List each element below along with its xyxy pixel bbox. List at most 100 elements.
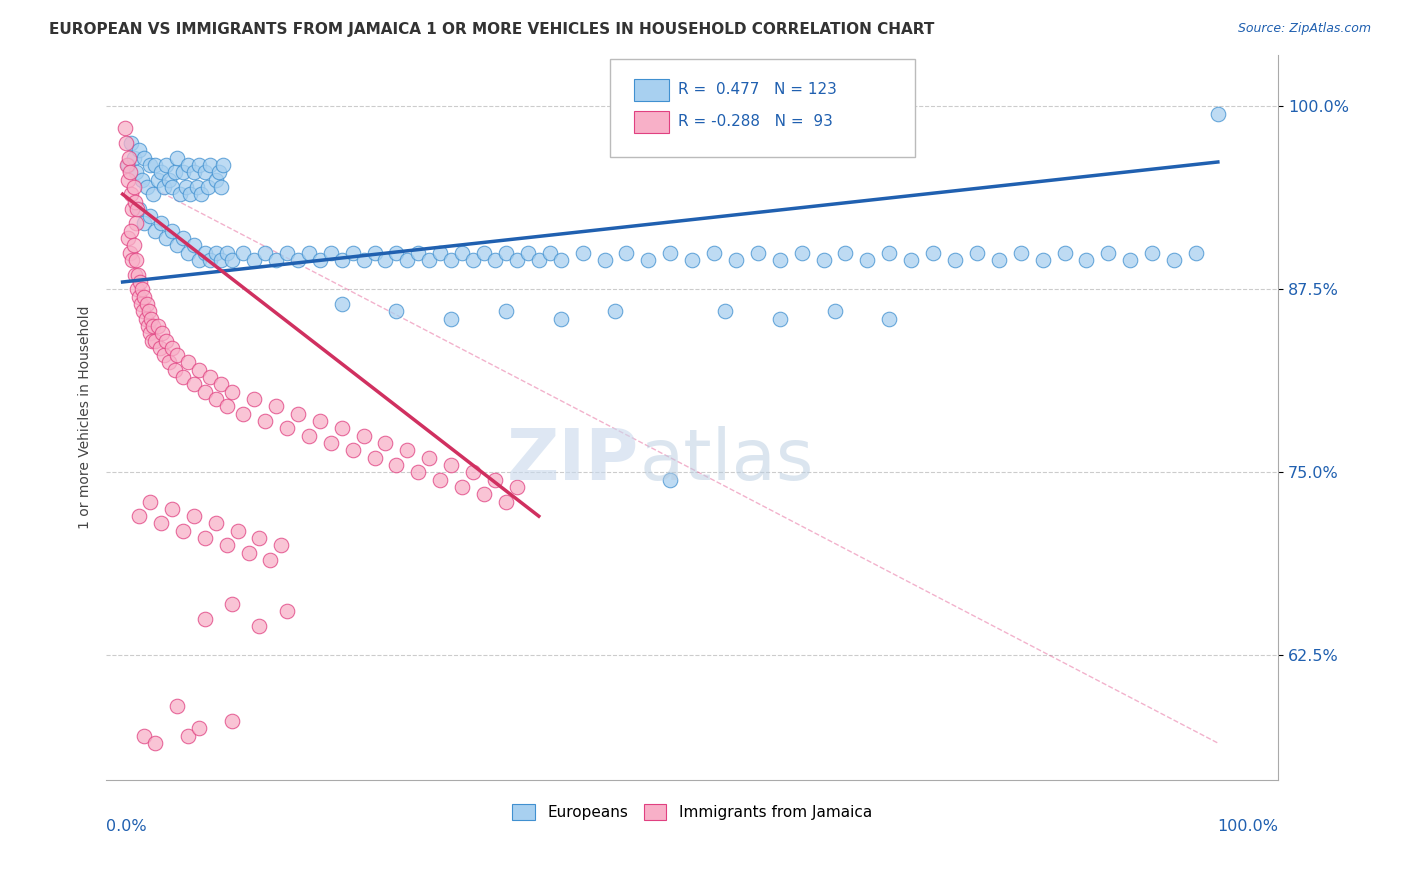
Point — [125, 202, 148, 216]
Point — [461, 465, 484, 479]
Point — [298, 428, 321, 442]
Point — [142, 187, 165, 202]
Point — [160, 501, 183, 516]
Point — [714, 304, 737, 318]
Point — [550, 311, 572, 326]
Point — [194, 612, 217, 626]
Point — [451, 480, 474, 494]
Point — [141, 334, 163, 348]
Bar — [634, 79, 669, 101]
Point — [166, 151, 188, 165]
Point — [157, 172, 180, 186]
Point — [150, 326, 173, 341]
Point — [385, 245, 408, 260]
Point — [769, 311, 792, 326]
Point — [769, 253, 792, 268]
Point — [221, 714, 243, 728]
Point — [129, 297, 152, 311]
Point — [249, 619, 271, 633]
Point — [120, 136, 142, 150]
Point — [125, 165, 148, 179]
Point — [212, 158, 235, 172]
Point — [276, 604, 298, 618]
Point — [408, 245, 430, 260]
Point — [215, 400, 238, 414]
Point — [153, 179, 176, 194]
Point — [1163, 253, 1185, 268]
Point — [121, 253, 143, 268]
Point — [188, 363, 211, 377]
Point — [900, 253, 922, 268]
Point — [165, 165, 187, 179]
Point — [145, 158, 167, 172]
Point — [166, 348, 188, 362]
Point — [155, 231, 177, 245]
Point — [125, 217, 148, 231]
Point — [232, 407, 254, 421]
Point — [194, 165, 217, 179]
Point — [129, 275, 152, 289]
Point — [138, 304, 160, 318]
Point — [117, 158, 139, 172]
Point — [204, 172, 226, 186]
Point — [139, 326, 162, 341]
Point — [238, 546, 260, 560]
Point — [287, 253, 309, 268]
Point — [122, 151, 145, 165]
Point — [270, 538, 292, 552]
Point — [276, 245, 298, 260]
Text: Source: ZipAtlas.com: Source: ZipAtlas.com — [1237, 22, 1371, 36]
Point — [221, 384, 243, 399]
Point — [120, 245, 142, 260]
Point — [703, 245, 725, 260]
Point — [117, 172, 139, 186]
Point — [440, 253, 463, 268]
Point — [637, 253, 659, 268]
Point — [121, 202, 143, 216]
Point — [943, 253, 966, 268]
Text: R =  0.477   N = 123: R = 0.477 N = 123 — [678, 82, 837, 97]
Point — [183, 165, 205, 179]
Point — [149, 341, 172, 355]
Point — [221, 253, 243, 268]
Bar — [634, 111, 669, 133]
Point — [200, 370, 222, 384]
Text: EUROPEAN VS IMMIGRANTS FROM JAMAICA 1 OR MORE VEHICLES IN HOUSEHOLD CORRELATION : EUROPEAN VS IMMIGRANTS FROM JAMAICA 1 OR… — [49, 22, 935, 37]
Point — [374, 253, 396, 268]
Point — [183, 377, 205, 392]
Point — [146, 172, 169, 186]
Point — [353, 253, 375, 268]
Point — [172, 231, 194, 245]
Point — [276, 421, 298, 435]
Point — [124, 194, 146, 209]
Point — [1053, 245, 1076, 260]
Point — [165, 363, 187, 377]
Point — [342, 245, 364, 260]
Point — [308, 414, 330, 428]
Point — [1140, 245, 1163, 260]
Point — [966, 245, 988, 260]
Point — [174, 179, 197, 194]
Point — [125, 253, 148, 268]
Point — [264, 253, 287, 268]
Point — [461, 253, 484, 268]
Text: 0.0%: 0.0% — [107, 820, 146, 835]
Point — [1119, 253, 1142, 268]
Point — [834, 245, 856, 260]
Point — [166, 699, 188, 714]
Point — [157, 355, 180, 369]
Point — [429, 245, 451, 260]
Point — [160, 179, 183, 194]
Point — [204, 516, 226, 531]
Point — [824, 304, 846, 318]
Point — [877, 245, 900, 260]
Point — [215, 245, 238, 260]
Point — [117, 231, 139, 245]
Point — [659, 245, 682, 260]
Point — [194, 531, 217, 545]
Point — [208, 165, 231, 179]
Text: atlas: atlas — [640, 426, 814, 495]
Point — [139, 311, 162, 326]
Point — [209, 377, 232, 392]
Point — [160, 224, 183, 238]
